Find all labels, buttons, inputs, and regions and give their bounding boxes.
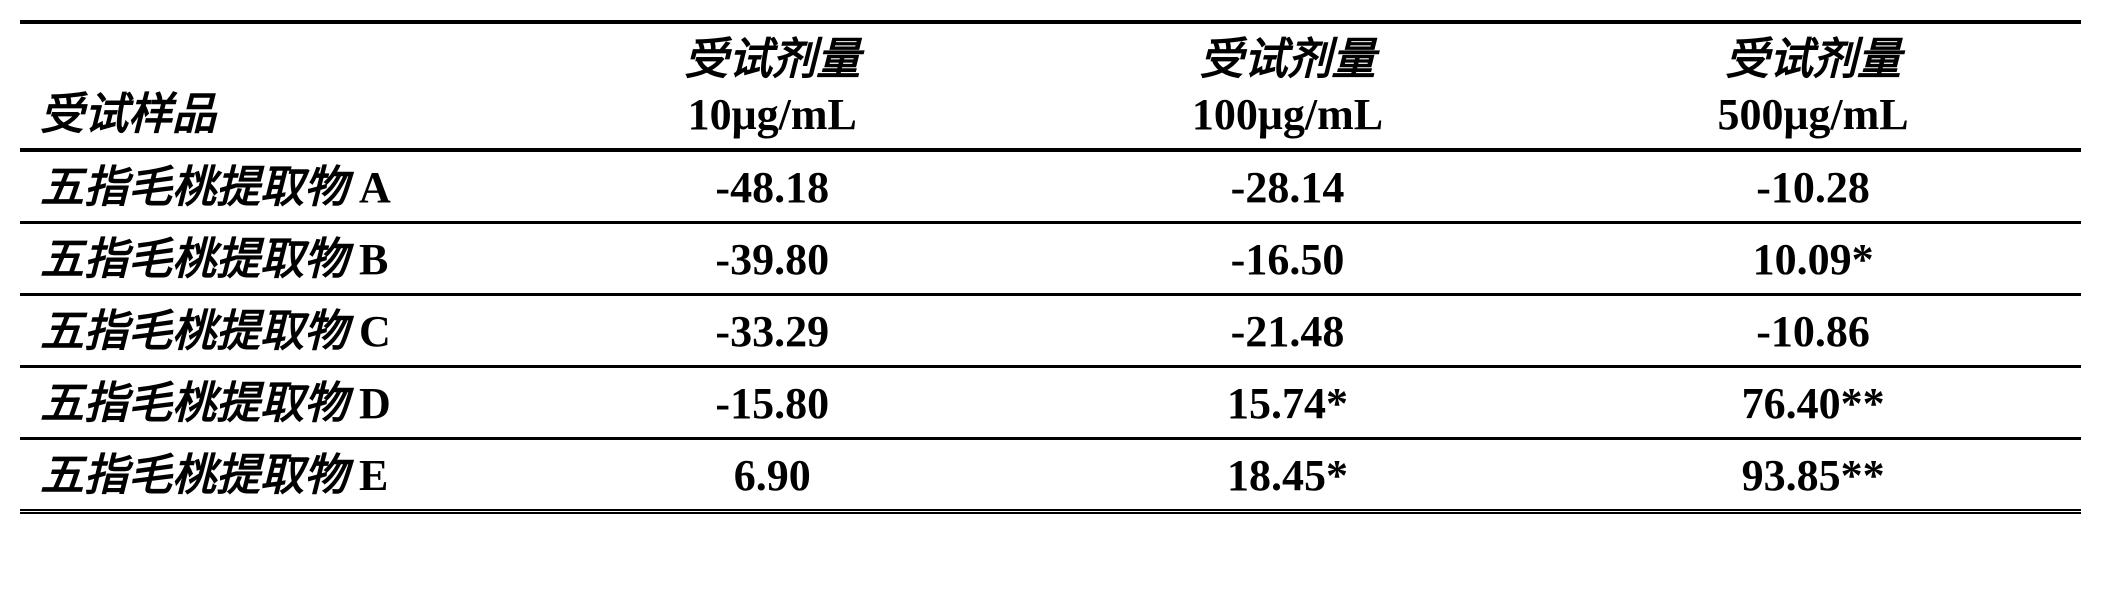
cell-d1: -33.29 — [515, 295, 1030, 367]
cell-d3: -10.28 — [1545, 150, 2081, 223]
cell-d2: -21.48 — [1030, 295, 1545, 367]
table: 受试样品 受试剂量 10μg/mL 受试剂量 100μg/mL 受试剂量 500… — [20, 20, 2081, 514]
col-header-dose2: 受试剂量 100μg/mL — [1030, 22, 1545, 150]
cell-sample: 五指毛桃提取物 E — [20, 439, 515, 512]
cell-sample: 五指毛桃提取物 C — [20, 295, 515, 367]
cell-d1: -48.18 — [515, 150, 1030, 223]
table-row: 五指毛桃提取物 C -33.29 -21.48 -10.86 — [20, 295, 2081, 367]
cell-d1: -39.80 — [515, 223, 1030, 295]
cell-d2: 18.45* — [1030, 439, 1545, 512]
cell-d2: -16.50 — [1030, 223, 1545, 295]
cell-sample: 五指毛桃提取物 A — [20, 150, 515, 223]
col-header-dose1-label: 受试剂量 — [535, 32, 1010, 87]
cell-d2: 15.74* — [1030, 367, 1545, 439]
cell-sample: 五指毛桃提取物 B — [20, 223, 515, 295]
cell-d2: -28.14 — [1030, 150, 1545, 223]
table-row: 五指毛桃提取物 E 6.90 18.45* 93.85** — [20, 439, 2081, 512]
table-row: 五指毛桃提取物 B -39.80 -16.50 10.09* — [20, 223, 2081, 295]
col-header-sample-label: 受试样品 — [40, 87, 495, 142]
col-header-dose1-unit: 10μg/mL — [535, 87, 1010, 142]
table-header-row: 受试样品 受试剂量 10μg/mL 受试剂量 100μg/mL 受试剂量 500… — [20, 22, 2081, 150]
col-header-dose3-unit: 500μg/mL — [1565, 87, 2061, 142]
col-header-dose3-label: 受试剂量 — [1565, 32, 2061, 87]
cell-d3: -10.86 — [1545, 295, 2081, 367]
table-row: 五指毛桃提取物 D -15.80 15.74* 76.40** — [20, 367, 2081, 439]
cell-sample: 五指毛桃提取物 D — [20, 367, 515, 439]
cell-d3: 76.40** — [1545, 367, 2081, 439]
cell-d3: 10.09* — [1545, 223, 2081, 295]
cell-d1: 6.90 — [515, 439, 1030, 512]
cell-d1: -15.80 — [515, 367, 1030, 439]
col-header-dose3: 受试剂量 500μg/mL — [1545, 22, 2081, 150]
col-header-dose1: 受试剂量 10μg/mL — [515, 22, 1030, 150]
cell-d3: 93.85** — [1545, 439, 2081, 512]
col-header-dose2-unit: 100μg/mL — [1050, 87, 1525, 142]
col-header-dose2-label: 受试剂量 — [1050, 32, 1525, 87]
data-table: 受试样品 受试剂量 10μg/mL 受试剂量 100μg/mL 受试剂量 500… — [20, 20, 2081, 514]
col-header-sample: 受试样品 — [20, 22, 515, 150]
table-row: 五指毛桃提取物 A -48.18 -28.14 -10.28 — [20, 150, 2081, 223]
